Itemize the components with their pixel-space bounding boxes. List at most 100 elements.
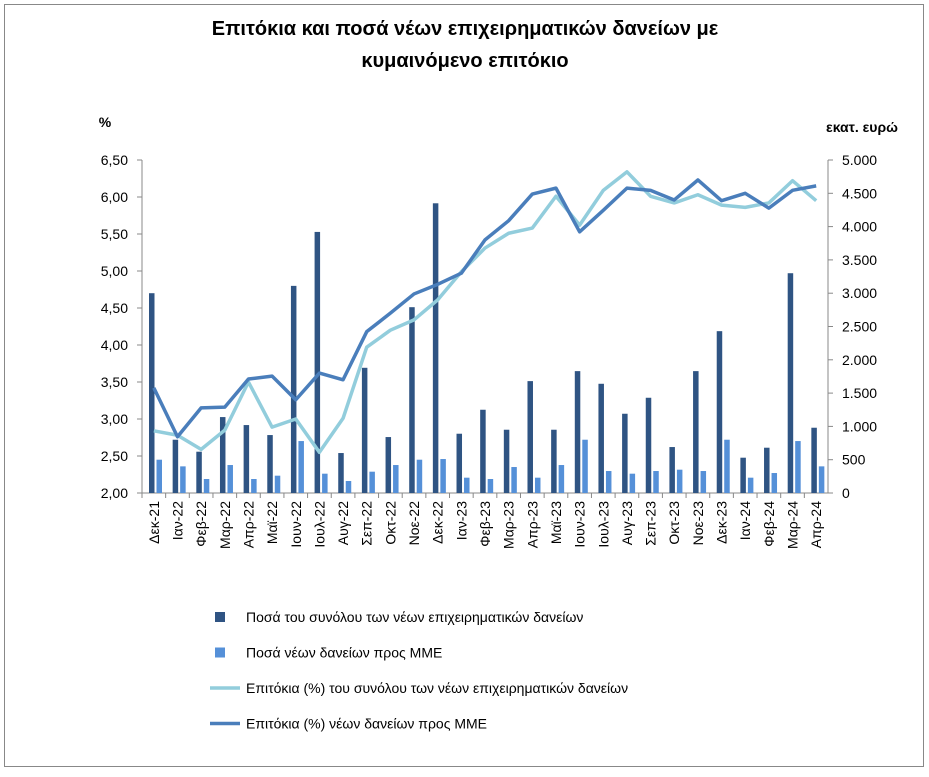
y-tick-label: 3,50 <box>101 374 128 390</box>
bar <box>558 465 565 493</box>
bar <box>172 439 179 493</box>
bar <box>314 231 321 494</box>
y2-tick-label: 1.000 <box>842 418 877 434</box>
x-tick-label: Μαϊ-23 <box>548 501 564 544</box>
y-tick-label: 4,00 <box>101 337 128 353</box>
legend-label: Επιτόκια (%) νέων δανείων προς ΜΜΕ <box>246 716 487 732</box>
y-axis-label: % <box>99 114 112 130</box>
bar <box>274 475 281 493</box>
x-tick-label: Ιουν-23 <box>572 501 588 548</box>
y2-tick-label: 5.000 <box>842 152 877 168</box>
x-tick-label: Οκτ-23 <box>666 501 682 545</box>
bar <box>605 471 612 493</box>
bar <box>795 441 801 493</box>
bar <box>487 479 494 493</box>
bar <box>811 427 817 493</box>
bar <box>156 459 162 493</box>
bar <box>622 413 628 493</box>
y-tick-label: 4,50 <box>101 300 128 316</box>
bar <box>227 465 233 493</box>
bar <box>629 473 636 493</box>
x-tick-label: Ιουλ-22 <box>311 501 327 548</box>
y-tick-label: 3,00 <box>101 411 128 427</box>
y2-tick-label: 1.500 <box>842 385 877 401</box>
legend-label: Ποσά του συνόλου των νέων επιχειρηματικώ… <box>246 609 583 625</box>
x-tick-label: Φεβ-22 <box>193 501 209 547</box>
bar <box>267 435 273 493</box>
bar <box>724 439 730 493</box>
bar <box>527 381 533 493</box>
y-tick-label: 5,50 <box>101 226 128 242</box>
bar <box>787 273 794 493</box>
bar <box>385 437 392 493</box>
bar <box>771 473 778 493</box>
legend-label: Επιτόκια (%) του συνόλου των νέων επιχει… <box>246 680 628 696</box>
bar <box>338 453 344 493</box>
bar <box>361 367 368 493</box>
bar <box>345 481 352 493</box>
bar <box>693 371 699 493</box>
x-tick-label: Απρ-22 <box>240 501 256 548</box>
bar <box>251 479 257 493</box>
x-tick-label: Απρ-23 <box>524 501 540 548</box>
bar <box>432 203 439 494</box>
chart-title: Επιτόκια και ποσά νέων επιχειρηματικών δ… <box>212 18 719 72</box>
legend-swatch <box>215 612 225 622</box>
legend-label: Ποσά νέων δανείων προς ΜΜΕ <box>246 645 442 661</box>
bar <box>740 457 746 493</box>
x-tick-label: Μαϊ-22 <box>264 501 280 544</box>
bar <box>416 459 423 493</box>
y-tick-label: 2,50 <box>101 448 128 464</box>
bar <box>669 447 675 493</box>
y2-axis-label: εκατ. ευρώ <box>826 119 898 135</box>
bar <box>149 293 155 493</box>
bar <box>393 465 399 493</box>
bar <box>676 469 683 493</box>
y2-tick-label: 3.000 <box>842 285 877 301</box>
y-tick-label: 6,50 <box>101 152 128 168</box>
x-tick-label: Δεκ-23 <box>714 501 730 544</box>
bar <box>582 439 588 493</box>
bar <box>180 466 186 493</box>
bar <box>716 331 723 493</box>
x-tick-label: Αυγ-22 <box>335 501 351 545</box>
bar <box>598 383 604 493</box>
x-tick-label: Σεπ-22 <box>359 501 375 546</box>
line <box>152 178 817 439</box>
bar <box>409 307 415 493</box>
bar <box>298 441 304 493</box>
x-tick-label: Νοε-23 <box>690 501 706 546</box>
y2-tick-label: 0 <box>842 485 850 501</box>
x-tick-label: Ιαν-22 <box>169 501 185 540</box>
bar <box>290 285 297 493</box>
bar <box>464 477 470 493</box>
x-tick-label: Δεκ-22 <box>430 501 446 544</box>
bar <box>653 471 659 493</box>
bar <box>551 429 557 493</box>
bar <box>503 429 510 493</box>
line <box>153 170 818 455</box>
legend-swatch <box>215 647 225 658</box>
x-tick-label: Ιουλ-23 <box>595 501 611 548</box>
x-tick-label: Μαρ-24 <box>785 501 801 549</box>
y2-tick-label: 4.000 <box>842 219 877 235</box>
y2-tick-label: 2.500 <box>842 319 877 335</box>
x-tick-label: Μαρ-22 <box>217 501 233 549</box>
bar <box>322 473 328 493</box>
bar <box>574 371 581 493</box>
bar <box>534 477 541 493</box>
x-tick-label: Ιουν-22 <box>288 501 304 548</box>
x-tick-label: Ιαν-24 <box>737 501 753 540</box>
y-tick-label: 2,00 <box>101 485 128 501</box>
x-tick-label: Φεβ-23 <box>477 501 493 547</box>
x-tick-label: Δεκ-21 <box>146 501 162 544</box>
y2-tick-label: 3.500 <box>842 252 877 268</box>
bar <box>203 479 210 493</box>
y2-tick-label: 500 <box>842 452 866 468</box>
x-tick-label: Απρ-24 <box>808 501 824 548</box>
bar <box>764 447 770 493</box>
bar <box>243 425 250 493</box>
bar <box>818 466 825 493</box>
y2-tick-label: 2.000 <box>842 352 877 368</box>
